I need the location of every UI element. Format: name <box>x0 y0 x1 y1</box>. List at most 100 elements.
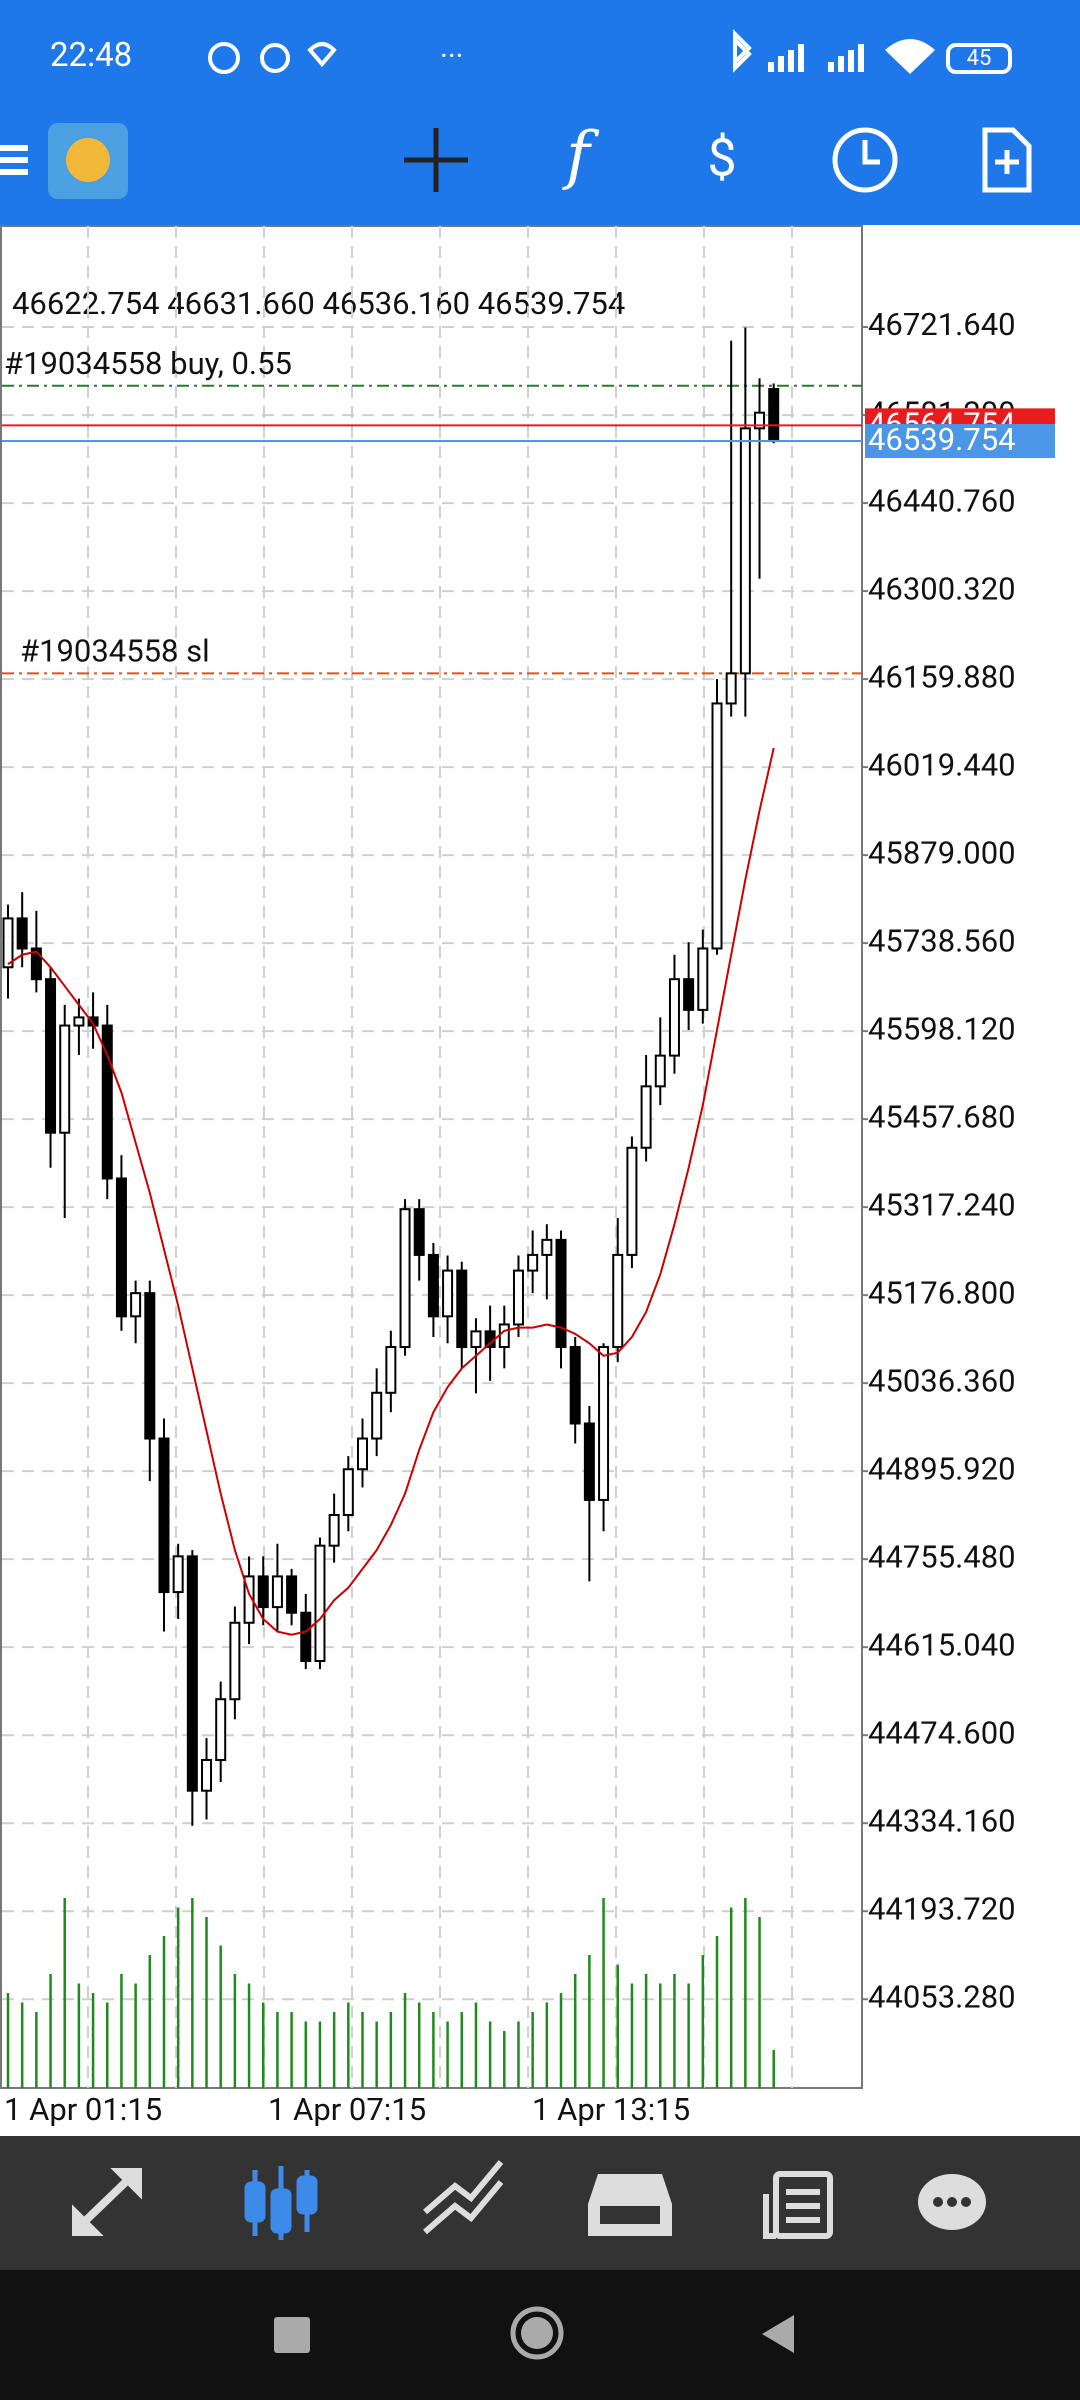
candle-body <box>300 1611 312 1662</box>
price-label: 45176.800 <box>868 1274 1016 1311</box>
candle-body <box>640 1085 652 1149</box>
chart-tab[interactable] <box>244 2166 318 2240</box>
candle-body <box>569 1346 581 1425</box>
candle-body <box>612 1253 624 1349</box>
candle-body <box>158 1437 170 1594</box>
candle-body <box>357 1437 368 1471</box>
candle-body <box>711 702 723 950</box>
candle-body <box>598 1346 610 1501</box>
candle-body <box>115 1177 127 1318</box>
candle-body <box>385 1346 397 1394</box>
price-label: 45457.680 <box>868 1098 1016 1135</box>
candle-body <box>470 1330 482 1349</box>
toolbar-icons <box>72 2160 986 2240</box>
time-label: 1 Apr 01:15 <box>4 2091 162 2128</box>
candle-body <box>456 1269 468 1349</box>
new-order-button[interactable] <box>982 127 1032 193</box>
candle-body <box>271 1575 283 1609</box>
candle-body <box>257 1575 269 1609</box>
menu-button[interactable] <box>0 145 28 175</box>
quotes-tab[interactable] <box>72 2168 142 2236</box>
bid-label: 46539.754 <box>868 421 1016 458</box>
home-button[interactable] <box>510 2306 564 2360</box>
candle-body <box>286 1575 298 1614</box>
trade-tab[interactable] <box>423 2160 504 2235</box>
candle-body <box>555 1238 567 1349</box>
news-tab[interactable] <box>763 2171 833 2239</box>
candle-body <box>654 1054 666 1088</box>
candle-body <box>768 388 780 443</box>
price-label: 46159.880 <box>868 658 1016 695</box>
app-header: 22:48 ··· 45 f $ <box>0 0 1080 225</box>
candle-body <box>130 1292 142 1318</box>
app-logo-mark <box>66 138 110 182</box>
svg-text:···: ··· <box>440 39 464 74</box>
price-label: 45598.120 <box>868 1010 1016 1047</box>
chart: 46622.754 46631.660 46536.160 46539.754 … <box>0 225 1055 2128</box>
candle-body <box>739 427 751 675</box>
bottom-toolbar <box>0 2136 1080 2270</box>
chat-tab[interactable] <box>918 2174 986 2230</box>
candle-body <box>59 1024 71 1134</box>
candle-body <box>512 1269 524 1326</box>
price-label: 45317.240 <box>868 1186 1016 1223</box>
candle-body <box>442 1269 454 1318</box>
price-label: 46019.440 <box>868 746 1016 783</box>
candle-body <box>725 672 737 705</box>
price-label: 45036.360 <box>868 1362 1016 1399</box>
candle-body <box>16 917 28 950</box>
timeframe-button[interactable] <box>832 127 898 193</box>
candle-body <box>101 1024 113 1180</box>
candle-body <box>30 947 42 981</box>
candle-body <box>668 978 680 1057</box>
price-label: 46440.760 <box>868 482 1016 519</box>
candle-body <box>45 978 57 1134</box>
candle-body <box>229 1621 241 1701</box>
price-label: 46721.640 <box>868 306 1016 343</box>
candle-body <box>342 1468 354 1516</box>
history-tab[interactable] <box>588 2174 672 2236</box>
price-label: 44895.920 <box>868 1450 1016 1487</box>
symbol-button[interactable]: $ <box>707 128 736 189</box>
ohlc-header: 46622.754 46631.660 46536.160 46539.754 <box>12 285 625 322</box>
candle-body <box>201 1759 213 1792</box>
candle-body <box>144 1292 156 1440</box>
candle-body <box>314 1544 326 1662</box>
price-label: 44755.480 <box>868 1538 1016 1575</box>
candle-body <box>371 1391 383 1440</box>
order-label: #19034558 sl <box>20 633 210 670</box>
price-label: 44334.160 <box>868 1802 1016 1839</box>
back-button[interactable] <box>762 2315 794 2353</box>
candle-body <box>541 1238 553 1256</box>
time-label: 1 Apr 07:15 <box>268 2091 426 2128</box>
candle-body <box>427 1253 439 1318</box>
candle-body <box>399 1208 411 1349</box>
recents-button[interactable] <box>274 2317 310 2353</box>
candle-body <box>754 411 766 430</box>
crosshair-button[interactable] <box>404 128 468 192</box>
price-label: 44053.280 <box>868 1978 1016 2015</box>
order-label: #19034558 buy, 0.55 <box>4 345 292 382</box>
price-label: 44193.720 <box>868 1890 1016 1927</box>
candle-body <box>626 1146 638 1256</box>
candle-body <box>172 1555 184 1594</box>
signal-icons <box>768 39 935 74</box>
moving-average <box>7 747 775 1636</box>
candle-body <box>2 917 14 969</box>
candle-body <box>243 1575 255 1624</box>
time-label: 1 Apr 13:15 <box>532 2091 690 2128</box>
candle-body <box>683 978 695 1011</box>
candle-body <box>413 1208 425 1256</box>
candle-body <box>527 1253 539 1272</box>
header-icons: ··· 45 f $ <box>0 29 1032 199</box>
candle-body <box>186 1555 198 1792</box>
price-label: 45738.560 <box>868 922 1016 959</box>
candle-body <box>328 1513 340 1547</box>
price-label: 44474.600 <box>868 1714 1016 1751</box>
candle-body <box>697 947 709 1011</box>
status-icons: ··· <box>208 29 1012 74</box>
clock: 22:48 <box>50 36 133 75</box>
candle-body <box>498 1323 510 1349</box>
candle-body <box>583 1422 595 1501</box>
